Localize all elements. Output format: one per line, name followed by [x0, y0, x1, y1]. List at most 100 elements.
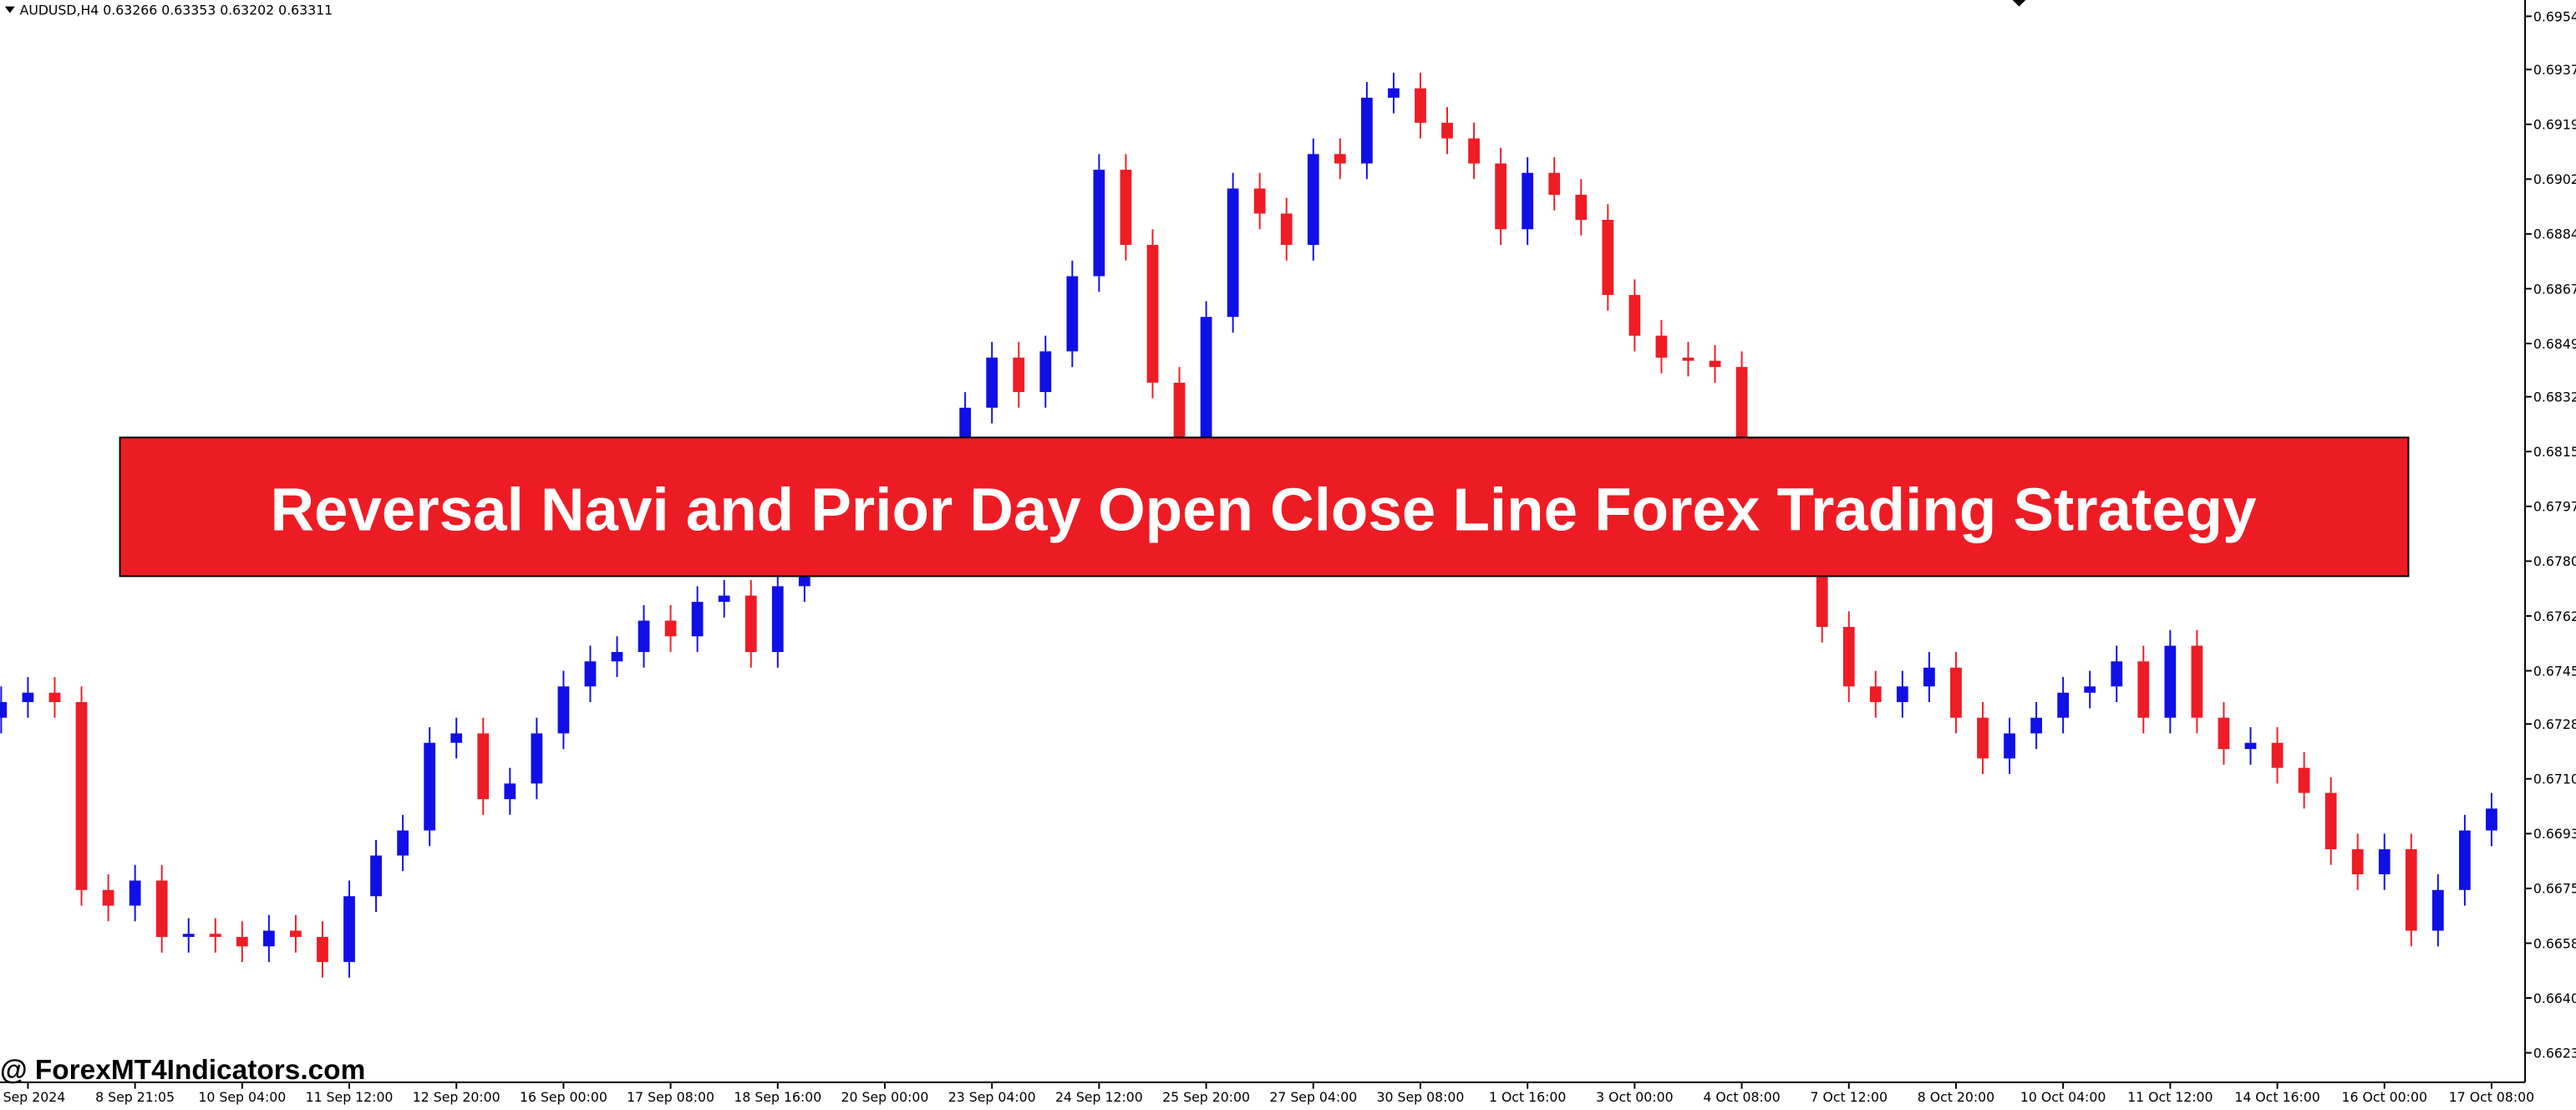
y-tick-label: 0.68150 — [2533, 444, 2576, 460]
x-tick-label: 8 Oct 20:00 — [1918, 1089, 1994, 1105]
y-tick-label: 0.69370 — [2533, 62, 2576, 78]
candle-body — [611, 652, 623, 662]
candle-body — [584, 661, 597, 687]
candle-body — [2164, 645, 2177, 718]
candle-body — [1360, 97, 1373, 164]
x-tick-label: 1 Oct 16:00 — [1489, 1089, 1566, 1105]
candle-body — [744, 595, 757, 653]
candle-body — [2324, 792, 2337, 850]
y-tick-label: 0.67450 — [2533, 663, 2576, 679]
candle-body — [2486, 808, 2497, 831]
ticks: 0.69540 0.69370 0.69195 0.69020 0.68845 0.686… — [0, 8, 2576, 1105]
candle-body — [1709, 360, 1721, 368]
y-tick-label: 0.67625 — [2533, 608, 2576, 624]
candle-body — [2030, 717, 2042, 734]
candle-body — [236, 936, 248, 947]
candle-body — [2405, 849, 2417, 931]
x-tick-label: 10 Sep 04:00 — [198, 1089, 286, 1105]
x-tick-label: 30 Sep 08:00 — [1377, 1089, 1465, 1105]
candle-body — [1039, 351, 1052, 393]
y-tick-label: 0.68670 — [2533, 281, 2576, 297]
candle-body — [1334, 154, 1346, 164]
x-tick-label: 14 Oct 16:00 — [2234, 1089, 2319, 1105]
y-tick-label: 0.66755 — [2533, 881, 2576, 897]
candle-body — [1950, 667, 1962, 718]
candle-body — [209, 934, 221, 937]
candle-body — [1655, 335, 1668, 358]
candle-body — [2351, 849, 2364, 875]
x-tick-label: 20 Sep 00:00 — [841, 1089, 929, 1105]
candle-body — [1682, 357, 1694, 361]
x-tick-label: 5 Sep 2024 — [0, 1089, 65, 1105]
candle-body — [691, 602, 704, 637]
candle-body — [1066, 276, 1079, 352]
candle-body — [2084, 686, 2096, 693]
x-tick-label: 10 Oct 04:00 — [2020, 1089, 2106, 1105]
candle-body — [1522, 172, 1534, 230]
candle-body — [1120, 170, 1132, 245]
x-tick-label: 23 Sep 04:00 — [948, 1089, 1036, 1105]
x-tick-label: 7 Oct 12:00 — [1811, 1089, 1888, 1105]
candle-body — [1013, 357, 1025, 393]
candle-body — [504, 783, 516, 800]
candle-body — [2431, 889, 2444, 931]
candle-body — [1280, 213, 1293, 245]
candle-body — [2057, 692, 2070, 718]
candle-body — [1200, 317, 1212, 440]
candle-body — [1415, 88, 1426, 123]
y-tick-label: 0.66930 — [2533, 826, 2576, 842]
candle-body — [2111, 661, 2123, 687]
candle-body — [986, 357, 998, 408]
x-tick-label: 12 Sep 20:00 — [413, 1089, 500, 1105]
candle-body — [424, 742, 436, 831]
candle-body — [2191, 645, 2203, 718]
candle-body — [1602, 220, 1614, 295]
candle-body — [664, 620, 677, 637]
y-tick-label: 0.68495 — [2533, 336, 2576, 352]
x-tick-label: 4 Oct 08:00 — [1703, 1089, 1780, 1105]
candle-body — [0, 701, 8, 718]
menu-triangle[interactable] — [4, 6, 15, 13]
candle-body — [2378, 849, 2391, 875]
candle-body — [1253, 188, 1266, 214]
candle-body — [343, 896, 355, 962]
x-tick-label: 11 Sep 12:00 — [306, 1089, 394, 1105]
title-banner — [119, 436, 2410, 578]
candle-body — [2298, 767, 2310, 793]
candle-body — [1977, 717, 1989, 759]
candle-body — [129, 880, 141, 906]
candle-body — [2218, 717, 2230, 750]
x-tick-label: 11 Oct 12:00 — [2127, 1089, 2213, 1105]
candle-body — [718, 595, 730, 603]
candle-body — [450, 733, 463, 743]
candle-body — [1468, 138, 1480, 164]
candle-body — [1628, 294, 1641, 336]
x-tick-label: 18 Sep 16:00 — [734, 1089, 821, 1105]
candle-body — [1896, 686, 1908, 702]
candle-body — [2459, 830, 2471, 890]
shift-marker — [2012, 0, 2026, 7]
candle-body — [1548, 172, 1561, 196]
candle-body — [2004, 733, 2015, 759]
candles — [0, 72, 2497, 978]
candle-body — [75, 701, 88, 890]
candle-body — [1869, 686, 1882, 702]
candle-body — [155, 880, 168, 937]
y-tick-label: 0.67975 — [2533, 499, 2576, 515]
candle-body — [1495, 163, 1507, 230]
y-tick-label: 0.66580 — [2533, 935, 2576, 951]
y-tick-label: 0.67105 — [2533, 771, 2576, 787]
candle-body — [290, 930, 302, 937]
candle-body — [22, 692, 34, 702]
candle-body — [477, 733, 490, 800]
x-tick-label: 16 Oct 00:00 — [2342, 1089, 2427, 1105]
x-tick-label: 3 Oct 00:00 — [1596, 1089, 1673, 1105]
candle-body — [2137, 661, 2150, 718]
candle-body — [2244, 742, 2257, 750]
x-tick-label: 16 Sep 00:00 — [520, 1089, 607, 1105]
symbol-info: AUDUSD,H4 0.63266 0.63353 0.63202 0.6331… — [20, 3, 333, 18]
y-tick-label: 0.69540 — [2533, 8, 2576, 24]
candle-body — [397, 830, 409, 856]
y-tick-label: 0.68325 — [2533, 390, 2576, 405]
